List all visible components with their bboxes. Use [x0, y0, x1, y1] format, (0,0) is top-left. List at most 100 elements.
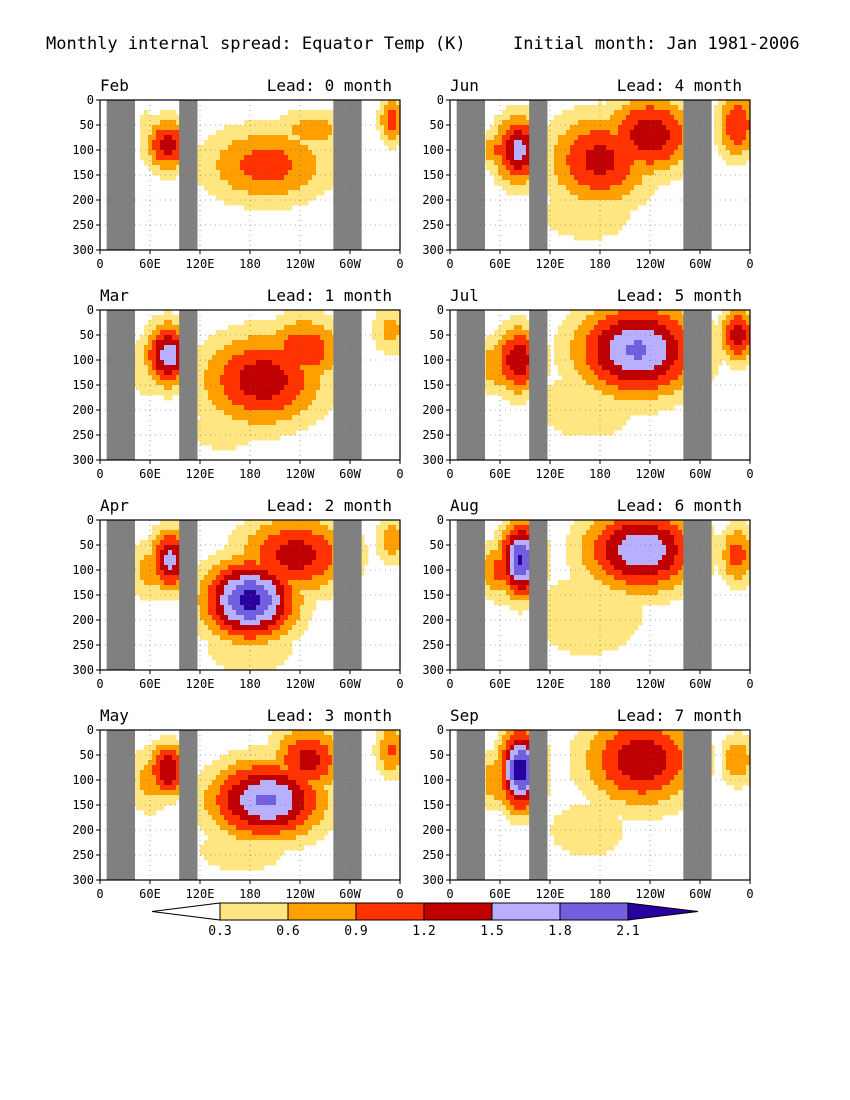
contour-cell — [518, 340, 523, 346]
contour-cell — [746, 350, 750, 356]
contour-cell — [526, 190, 531, 196]
contour-cell — [578, 130, 583, 136]
contour-cell — [578, 200, 583, 206]
contour-cell — [256, 390, 261, 396]
contour-cell — [730, 140, 735, 146]
contour-cell — [380, 100, 385, 106]
contour-cell — [618, 190, 623, 196]
contour-cell — [626, 130, 631, 136]
contour-cell — [176, 145, 181, 151]
contour-cell — [308, 170, 313, 176]
contour-cell — [308, 195, 313, 201]
contour-cell — [300, 345, 305, 351]
contour-cell — [598, 315, 603, 321]
contour-cell — [196, 435, 201, 441]
contour-cell — [196, 175, 201, 181]
contour-cell — [232, 360, 237, 366]
contour-cell — [506, 375, 511, 381]
contour-cell — [212, 365, 217, 371]
contour-cell — [634, 185, 639, 191]
contour-cell — [144, 145, 149, 151]
contour-cell — [176, 350, 181, 356]
contour-cell — [328, 335, 333, 341]
contour-cell — [742, 355, 747, 361]
contour-cell — [152, 140, 157, 146]
contour-cell — [212, 145, 217, 151]
contour-cell — [554, 415, 559, 421]
contour-cell — [734, 315, 739, 321]
contour-cell — [634, 180, 639, 186]
contour-cell — [506, 140, 511, 146]
contour-cell — [626, 135, 631, 141]
contour-cell — [602, 335, 607, 341]
contour-cell — [570, 185, 575, 191]
contour-cell — [288, 420, 293, 426]
contour-cell — [518, 175, 523, 181]
contour-cell — [308, 420, 313, 426]
contour-cell — [216, 190, 221, 196]
contour-cell — [606, 310, 611, 316]
contour-cell — [634, 355, 639, 361]
contour-cell — [610, 205, 615, 211]
contour-cell — [228, 345, 233, 351]
contour-cell — [650, 395, 655, 401]
contour-cell — [746, 135, 750, 141]
contour-cell — [324, 540, 329, 546]
contour-cell — [718, 125, 723, 131]
contour-cell — [276, 545, 281, 551]
contour-cell — [522, 345, 527, 351]
contour-cell — [160, 540, 165, 546]
contour-cell — [602, 390, 607, 396]
contour-cell — [654, 365, 659, 371]
contour-cell — [602, 350, 607, 356]
contour-cell — [176, 555, 181, 561]
contour-cell — [216, 400, 221, 406]
contour-cell — [324, 135, 329, 141]
contour-cell — [324, 125, 329, 131]
contour-cell — [562, 410, 567, 416]
contour-cell — [152, 345, 157, 351]
contour-cell — [614, 150, 619, 156]
contour-cell — [232, 170, 237, 176]
contour-cell — [276, 145, 281, 151]
contour-cell — [260, 340, 265, 346]
contour-cell — [288, 175, 293, 181]
contour-cell — [578, 415, 583, 421]
contour-cell — [296, 370, 301, 376]
contour-cell — [156, 335, 161, 341]
contour-cell — [316, 330, 321, 336]
contour-cell — [392, 525, 397, 531]
contour-cell — [284, 185, 289, 191]
contour-cell — [224, 395, 229, 401]
contour-cell — [666, 320, 671, 326]
contour-cell — [614, 130, 619, 136]
contour-cell — [240, 340, 245, 346]
contour-cell — [618, 225, 623, 231]
contour-cell — [204, 410, 209, 416]
contour-cell — [594, 335, 599, 341]
contour-cell — [216, 180, 221, 186]
contour-cell — [152, 325, 157, 331]
contour-cell — [244, 390, 249, 396]
contour-cell — [622, 325, 627, 331]
contour-cell — [510, 350, 515, 356]
contour-cell — [546, 210, 551, 216]
contour-cell — [224, 390, 229, 396]
contour-cell — [518, 155, 523, 161]
contour-cell — [240, 390, 245, 396]
contour-cell — [308, 370, 313, 376]
contour-cell — [224, 355, 229, 361]
contour-cell — [168, 340, 173, 346]
contour-cell — [570, 355, 575, 361]
contour-cell — [252, 130, 257, 136]
contour-cell — [148, 140, 153, 146]
contour-cell — [236, 170, 241, 176]
contour-cell — [590, 135, 595, 141]
contour-cell — [252, 555, 257, 561]
contour-cell — [598, 360, 603, 366]
contour-cell — [236, 410, 241, 416]
contour-cell — [284, 135, 289, 141]
contour-cell — [510, 345, 515, 351]
contour-cell — [606, 315, 611, 321]
contour-cell — [578, 180, 583, 186]
